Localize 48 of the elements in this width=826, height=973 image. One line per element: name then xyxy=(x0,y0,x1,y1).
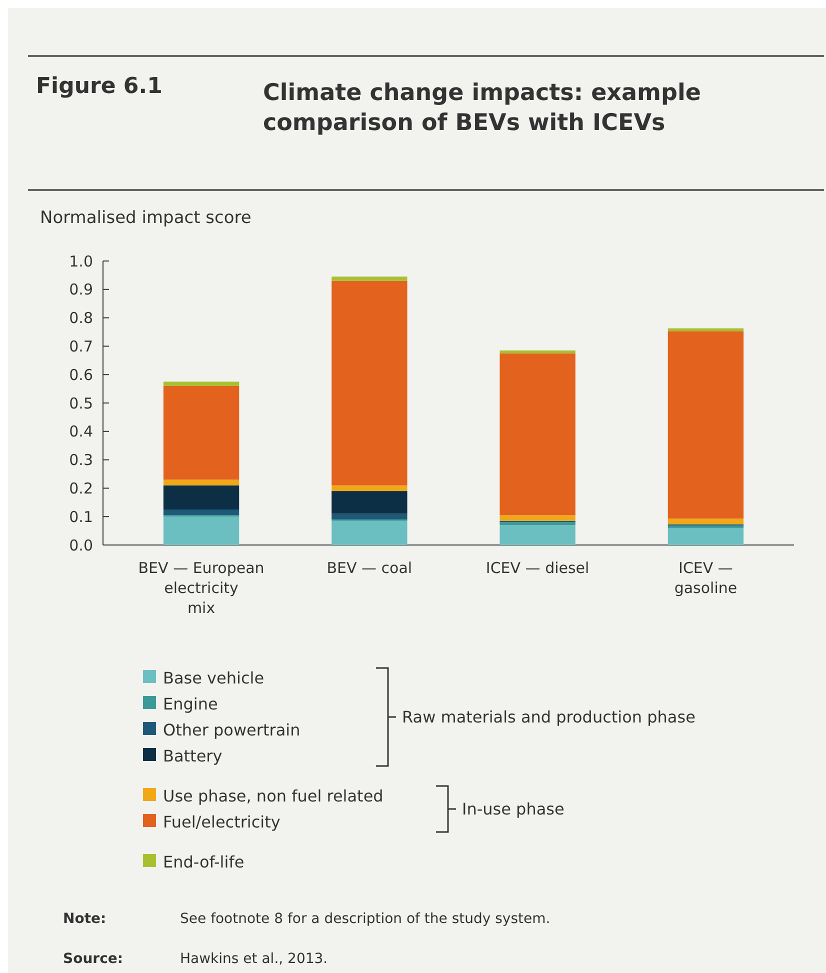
bar xyxy=(332,514,408,520)
y-tick-label: 0.2 xyxy=(69,479,93,498)
y-tick-label: 0.8 xyxy=(69,309,93,328)
y-tick-label: 0.5 xyxy=(69,394,93,412)
x-tick-label: BEV — European electricity mix xyxy=(138,559,264,617)
chart-subtitle: Climate change impacts: example comparison of BEVs with ICEVs xyxy=(263,80,701,136)
bar xyxy=(500,350,576,354)
text: In-use phase xyxy=(462,800,564,819)
legend-label: Fuel/electricity xyxy=(163,812,280,832)
bar xyxy=(332,520,408,545)
bar xyxy=(500,353,576,516)
y-tick-label: 0.7 xyxy=(69,337,93,356)
bar xyxy=(163,480,240,486)
bar xyxy=(163,382,240,386)
bar xyxy=(668,331,744,519)
bar xyxy=(163,485,240,510)
legend-label: Base vehicle xyxy=(163,668,264,688)
y-tick-label: 0.6 xyxy=(69,366,93,384)
x-tick-label: ICEV — gasoline xyxy=(674,559,738,597)
bar xyxy=(163,516,240,545)
legend-label: Engine xyxy=(163,694,218,714)
bar xyxy=(163,510,240,516)
bar xyxy=(163,386,240,480)
y-tick-label: 0.4 xyxy=(69,422,93,441)
chart-title: Figure 6.1 xyxy=(36,74,162,99)
text: Source: Hawkins et al., 2013. xyxy=(63,951,328,967)
x-tick-label: BEV — coal xyxy=(326,559,412,577)
y-tick-label: 0.0 xyxy=(69,536,93,554)
y-tick-label: 0.1 xyxy=(69,508,93,526)
x-tick-label: ICEV — diesel xyxy=(486,559,590,577)
bar xyxy=(500,515,576,521)
y-tick-label: 0.3 xyxy=(69,451,93,470)
bar xyxy=(332,280,408,486)
bar xyxy=(332,491,408,514)
bar xyxy=(668,518,744,524)
y-tick-label: 0.9 xyxy=(69,280,93,299)
y-axis-title: Normalised impact score xyxy=(40,208,252,228)
text: Raw materials and production phase xyxy=(402,708,696,727)
bar xyxy=(668,528,744,545)
bar xyxy=(332,485,408,492)
text: Note: See footnote 8 for a description of the study system. xyxy=(63,911,550,927)
legend-label: Use phase, non fuel related xyxy=(163,786,384,806)
y-tick-label: 1.0 xyxy=(69,252,93,270)
legend-label: End-of-life xyxy=(163,852,244,872)
bar xyxy=(500,525,576,545)
legend-label: Battery xyxy=(163,746,222,766)
legend-label: Other powertrain xyxy=(163,720,300,740)
bar xyxy=(332,276,408,281)
